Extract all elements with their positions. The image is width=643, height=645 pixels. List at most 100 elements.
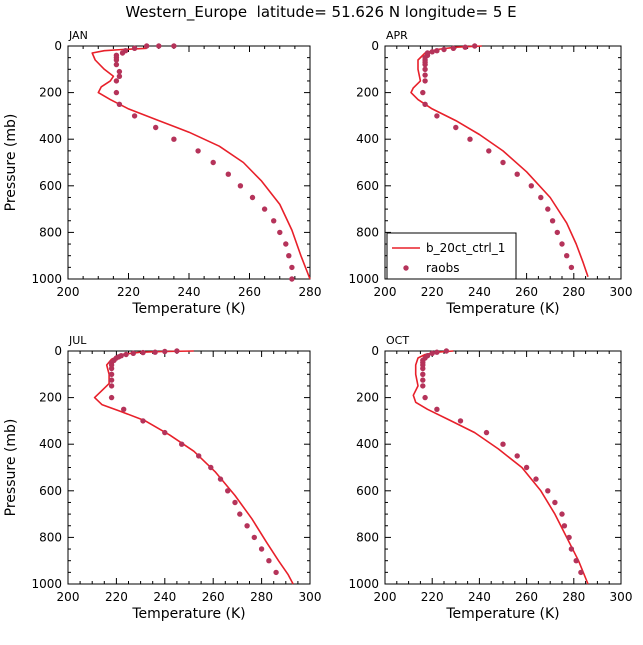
raobs-point — [131, 45, 138, 51]
x-tick-label: 200 — [374, 285, 397, 299]
raobs-point — [566, 534, 572, 541]
plot-frame — [67, 45, 311, 280]
raobs-point — [561, 523, 568, 529]
raobs-point — [162, 429, 168, 436]
raobs-point — [108, 377, 115, 383]
x-tick-label: 240 — [468, 285, 491, 299]
raobs-point — [113, 57, 120, 63]
raobs-point — [208, 464, 214, 471]
raobs-point — [483, 429, 490, 436]
raobs-point — [195, 148, 201, 154]
raobs-point — [196, 453, 202, 459]
x-tick-label: 300 — [610, 590, 633, 604]
raobs-point — [144, 43, 150, 49]
raobs-point — [249, 194, 256, 201]
y-tick-label: 200 — [356, 391, 379, 405]
raobs-point — [533, 476, 539, 482]
panel-label: APR — [386, 29, 408, 42]
model-profile-line — [412, 350, 589, 585]
x-tick-label: 260 — [202, 590, 225, 604]
plot-area — [91, 43, 311, 282]
raobs-point — [171, 43, 177, 49]
x-tick-label: 200 — [57, 285, 80, 299]
raobs-point — [108, 394, 115, 401]
raobs-point — [434, 48, 440, 54]
raobs-point — [500, 441, 506, 447]
x-tick-label: 260 — [515, 285, 538, 299]
y-axis-label: Pressure (mb) — [3, 419, 19, 517]
raobs-point — [467, 136, 473, 142]
raobs-point — [116, 101, 123, 108]
raobs-point — [528, 183, 534, 189]
raobs-point — [568, 264, 575, 271]
raobs-point — [420, 371, 426, 377]
raobs-point — [210, 159, 216, 166]
raobs-point — [116, 68, 123, 75]
raobs-point — [140, 349, 146, 356]
x-tick-label: 280 — [250, 590, 273, 604]
raobs-point — [237, 511, 243, 517]
raobs-point — [552, 499, 558, 506]
raobs-point — [500, 159, 506, 166]
y-axis-label: Pressure (mb) — [3, 114, 19, 212]
y-tick-label: 800 — [39, 530, 62, 544]
y-tick-label: 600 — [356, 484, 379, 498]
y-tick-label: 0 — [371, 39, 379, 53]
plot-area — [412, 348, 589, 585]
raobs-point — [472, 43, 478, 49]
y-tick-label: 400 — [39, 437, 62, 451]
y-tick-label: 800 — [39, 225, 62, 239]
y-tick-label: 600 — [356, 179, 379, 193]
y-tick-label: 0 — [371, 344, 379, 358]
raobs-point — [131, 113, 138, 119]
figure-title: Western_Europe latitude= 51.626 N longit… — [125, 3, 516, 22]
y-tick-label: 600 — [39, 179, 62, 193]
x-axis-label: Temperature (K) — [445, 606, 559, 622]
panel-oct: OCT 200 220 240 260 280 300 0 200 400 600 800 1000 Te… — [348, 334, 632, 622]
plot-frame — [67, 350, 311, 585]
legend-box — [386, 232, 517, 280]
raobs-point — [113, 89, 120, 96]
plot-area — [410, 43, 589, 277]
y-tick-label: 800 — [356, 225, 379, 239]
y-tick-label: 0 — [54, 39, 62, 53]
raobs-point — [420, 89, 426, 96]
raobs-point — [121, 406, 127, 412]
raobs-point — [559, 511, 565, 517]
x-axis-label: Temperature (K) — [445, 301, 559, 317]
raobs-point — [578, 569, 584, 576]
y-tick-label: 1000 — [348, 272, 379, 286]
legend-points-label: raobs — [426, 261, 460, 275]
raobs-point — [119, 50, 126, 56]
raobs-point — [283, 241, 289, 247]
y-tick-label: 400 — [39, 132, 62, 146]
raobs-point — [429, 49, 435, 55]
x-tick-label: 240 — [178, 285, 201, 299]
y-tick-label: 1000 — [31, 272, 62, 286]
x-tick-label: 280 — [562, 590, 585, 604]
panel-label: JAN — [68, 29, 88, 42]
y-tick-label: 200 — [39, 391, 62, 405]
y-tick-label: 0 — [54, 344, 62, 358]
raobs-point — [289, 276, 295, 282]
panel-label: OCT — [386, 334, 409, 347]
x-axis-label: Temperature (K) — [131, 606, 245, 622]
raobs-point — [420, 377, 426, 383]
raobs-point — [123, 351, 129, 358]
raobs-point — [113, 78, 120, 84]
x-tick-label: 240 — [468, 590, 491, 604]
x-tick-label: 300 — [299, 590, 322, 604]
panel-apr: APR 200 220 240 260 280 300 0 200 400 600 800 1000 Te… — [348, 29, 632, 317]
raobs-point — [429, 350, 435, 356]
raobs-point — [113, 61, 120, 68]
legend-line-label: b_20ct_ctrl_1 — [426, 241, 505, 255]
raobs-point — [545, 488, 551, 494]
x-tick-label: 200 — [57, 590, 80, 604]
y-tick-label: 800 — [356, 530, 379, 544]
y-tick-label: 200 — [39, 86, 62, 100]
raobs-point — [108, 383, 115, 389]
x-tick-label: 300 — [610, 285, 633, 299]
raobs-point — [140, 418, 146, 424]
raobs-point — [420, 383, 426, 389]
